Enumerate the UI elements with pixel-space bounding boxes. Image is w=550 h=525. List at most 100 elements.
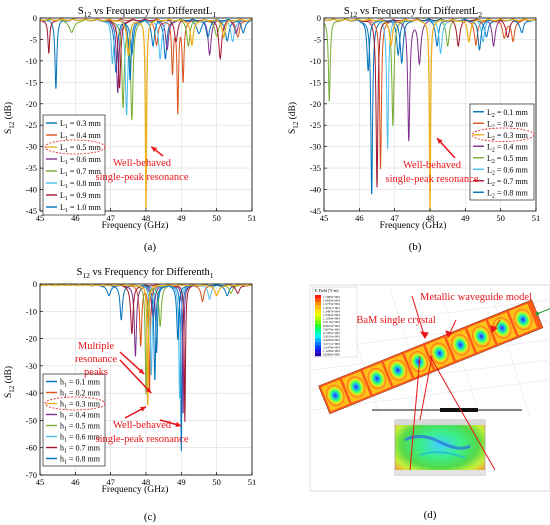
colorbar-value: 1.6859e+004: [323, 299, 340, 303]
simulation-annotation-lines: [409, 295, 501, 471]
annotation-arrowhead: [145, 387, 152, 394]
legend-entry: L1 = 0.4 mm: [60, 131, 102, 142]
waveguide-port: [535, 311, 540, 316]
field-spot: [430, 342, 449, 365]
x-tick-label: 50: [212, 477, 221, 487]
x-tick-label: 48: [142, 213, 151, 223]
colorbar-value: 1.4611e+004: [323, 306, 340, 310]
x-tick-label: 49: [177, 213, 186, 223]
y-tick-label: 0: [33, 13, 37, 23]
x-tick-label: 50: [212, 213, 221, 223]
colorbar-value: 1.1239e+004: [323, 317, 340, 321]
colorbar-title: E Field [V/m]: [315, 288, 339, 293]
y-tick-label: -35: [310, 163, 321, 173]
x-tick-label: 45: [36, 477, 45, 487]
annotation-line-2: single-peak resonance: [386, 174, 479, 185]
legend-entry: h1 = 0.4 mm: [60, 411, 101, 422]
annotation-arrow: [119, 351, 145, 375]
legend-box: [42, 114, 106, 216]
y-tick-label: -50: [26, 415, 37, 425]
legend-highlight-ellipse: [44, 139, 106, 155]
legend-entry: h1 = 0.5 mm: [60, 422, 101, 433]
colorbar-swatch: [315, 305, 321, 310]
colorbar-value: 1.7983e+004: [323, 295, 340, 299]
y-tick-label: -40: [26, 388, 37, 398]
y-tick-label: -35: [26, 163, 37, 173]
colorbar-swatch: [315, 316, 321, 321]
colorbar-swatch: [315, 327, 321, 331]
legend-highlight-ellipse: [44, 396, 106, 411]
legend-entry: h1 = 0.3 mm: [60, 400, 101, 411]
plot-area: 45 46 47 48 49 50 51 0 -10 -20 -30 -40 -50 -60 -70 h1 =…: [26, 279, 257, 487]
legend-entry: h1 = 0.2 mm: [60, 389, 101, 400]
colorbar-swatch: [315, 349, 321, 353]
y-tick-label: 0: [33, 279, 37, 289]
field-spot: [325, 384, 345, 407]
y-tick-label: -15: [26, 77, 37, 87]
colorbar: 1.7983e+0041.6859e+0041.5735e+0041.4611e…: [312, 286, 358, 358]
x-tick-label: 45: [36, 213, 45, 223]
x-tick-label: 46: [71, 477, 80, 487]
chart-title: S12 vs Frequency for Differenth1: [76, 267, 213, 280]
x-tick-label: 47: [106, 213, 115, 223]
label-metallic-waveguide: Metallic waveguide model: [420, 292, 532, 303]
annotation-arrowhead: [140, 406, 146, 412]
colorbar-swatch: [315, 298, 321, 303]
colorbar-swatch: [315, 320, 321, 324]
x-tick-label: 46: [355, 213, 364, 223]
annotation-arrowhead: [151, 146, 158, 153]
annotation-arrowhead: [138, 368, 145, 375]
annotation-multiple-1: Multiple: [78, 341, 115, 352]
chart-panel-c: S12 vs Frequency for Differenth1 45 46 47 4…: [3, 267, 256, 523]
label-bam-crystal: BaM single crystal: [356, 315, 435, 326]
x-tick-label: 51: [532, 213, 541, 223]
legend-entry: L1 = 0.7 mm: [60, 167, 102, 178]
legend-entry: L2 = 0.3 mm: [487, 131, 529, 142]
colorbar-value: 1.0115e+004: [323, 320, 340, 324]
y-tick-label: -20: [310, 99, 321, 109]
colorbar-value: 1.5735e+004: [323, 302, 340, 306]
y-axis-label: S12 (dB): [3, 366, 16, 398]
field-spot: [388, 359, 408, 381]
chart-title: S12 vs Frequency for DifferentL1: [78, 6, 216, 19]
series-line-3: [324, 18, 536, 211]
simulation-panel: 1.7983e+0041.6859e+0041.5735e+0041.4611e…: [309, 284, 550, 521]
annotation-single-1: Well-behaved: [113, 420, 172, 431]
colorbar-value: 1.3487e+004: [323, 309, 340, 313]
chart-title: S12 vs Frequency for DifferentL2: [344, 6, 482, 19]
annotation-arrowhead: [437, 138, 443, 144]
colorbar-value: 1.2363e+004: [323, 313, 340, 317]
y-tick-label: -40: [310, 185, 321, 195]
caption-c: (c): [144, 511, 157, 523]
field-spot: [471, 325, 491, 348]
x-axis-label: Frequency (GHz): [102, 484, 169, 495]
chart-panel-b: S12 vs Frequency for DifferentL2 45 46 47 4…: [287, 6, 540, 253]
colorbar-value: 2.2478e+003: [323, 345, 340, 349]
field-spot: [492, 317, 512, 339]
annotation-arrow: [119, 359, 152, 394]
legend-entry: L2 = 0.6 mm: [487, 165, 529, 176]
waveguide-port-arrow: [537, 305, 550, 315]
x-axis-label: Frequency (GHz): [102, 220, 169, 231]
field-spot: [513, 308, 533, 331]
caption-b: (b): [409, 241, 422, 253]
y-tick-label: -30: [310, 142, 321, 152]
colorbar-swatch: [315, 295, 321, 299]
caption-a: (a): [144, 241, 157, 253]
y-tick-label: -40: [26, 185, 37, 195]
colorbar-swatch: [315, 341, 321, 346]
y-tick-label: -5: [314, 34, 321, 44]
y-tick-label: -30: [26, 361, 37, 371]
legend-entry: L1 = 0.9 mm: [60, 191, 102, 202]
colorbar-swatch: [315, 334, 321, 339]
series-group: [40, 284, 252, 452]
colorbar-swatch: [315, 331, 321, 335]
legend-entry: L1 = 0.5 mm: [60, 143, 102, 154]
colorbar-value: 0.0000e+000: [323, 353, 340, 357]
legend-entry: L1 = 0.6 mm: [60, 155, 102, 166]
legend-entry: L2 = 0.1 mm: [487, 108, 529, 119]
annotation-line-1: Well-behaved: [113, 158, 172, 169]
colorbar-swatch: [315, 302, 321, 306]
y-axis-label: S12 (dB): [287, 102, 300, 134]
annotation-multiple-3: peaks: [84, 367, 108, 378]
